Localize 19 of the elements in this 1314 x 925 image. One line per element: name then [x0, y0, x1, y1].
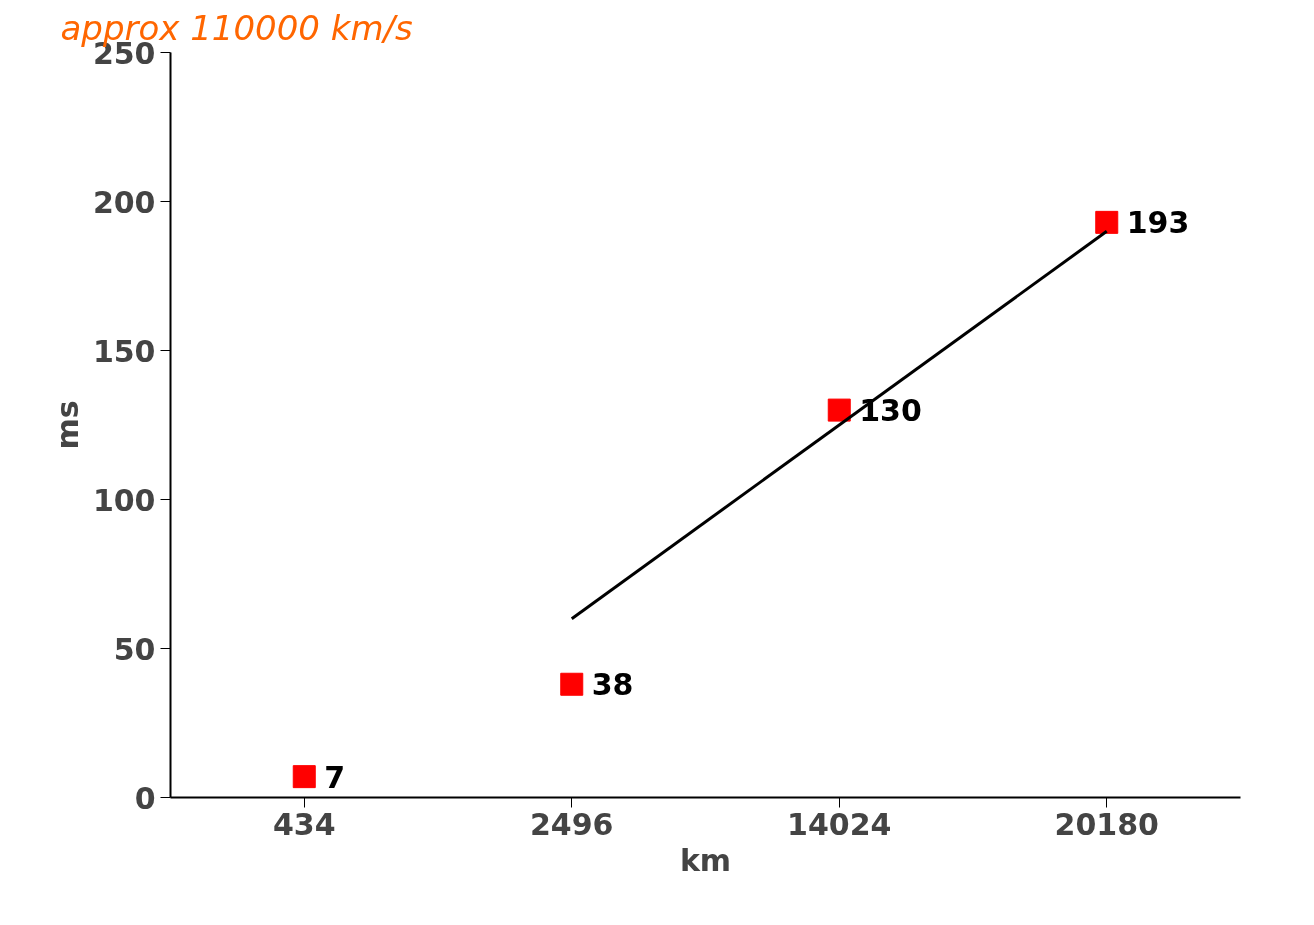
data-label: 193: [1126, 205, 1190, 241]
data-label: 7: [324, 759, 346, 795]
point: [827, 398, 851, 422]
y-tick-label: 100: [92, 482, 156, 518]
y-tick-label: 0: [134, 780, 156, 816]
x-tick-label: 434: [272, 806, 336, 842]
data-label: 130: [859, 393, 922, 429]
data-label: 38: [591, 667, 634, 703]
x-tick-label: 2496: [530, 806, 614, 842]
point: [292, 765, 316, 789]
x-axis-title: km: [679, 842, 732, 878]
y-axis-title: ms: [49, 400, 85, 450]
y-tick-label: 50: [113, 631, 156, 667]
point: [560, 672, 584, 696]
x-tick-label: 14024: [787, 806, 892, 842]
x-tick-label: 20180: [1054, 806, 1159, 842]
point: [1095, 210, 1119, 234]
y-tick-label: 150: [92, 333, 156, 369]
y-tick-label: 200: [92, 184, 156, 220]
